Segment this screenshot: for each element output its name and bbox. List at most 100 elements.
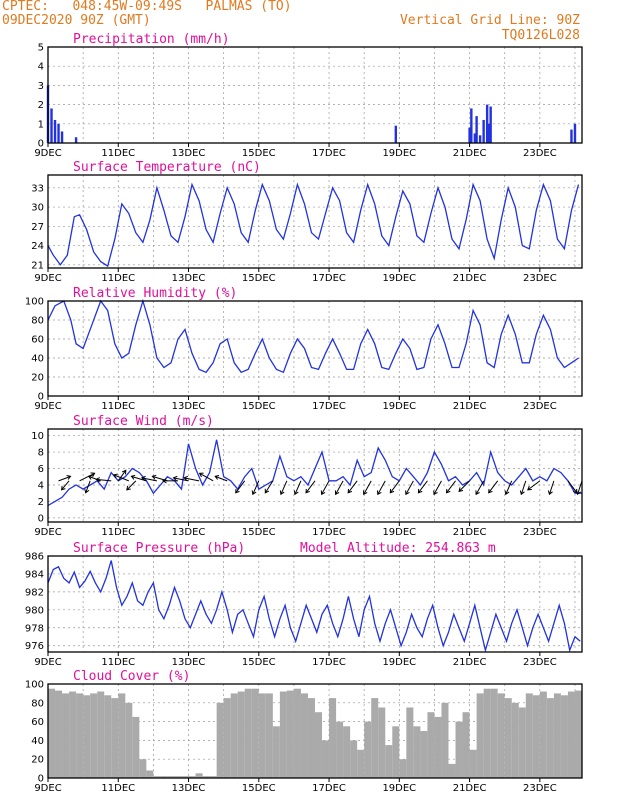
wind-vector-head (377, 490, 382, 496)
header-model-id: TQ0126L028 (501, 28, 580, 43)
x-tick-label: 17DEC (312, 783, 346, 794)
bar (574, 690, 582, 778)
panel-title: Relative Humidity (%) (73, 286, 237, 301)
wind-vector-head (527, 485, 532, 491)
bar (394, 125, 398, 143)
y-tick-label: 978 (25, 623, 44, 634)
x-tick-label: 21DEC (453, 148, 487, 159)
bar (209, 776, 217, 778)
x-tick-label: 17DEC (312, 273, 346, 284)
header-station: CPTEC: 048:45W-09:49S PALMAS (TO) (2, 0, 292, 14)
y-tick-label: 0 (38, 513, 44, 524)
x-tick-label: 23DEC (523, 401, 557, 412)
wind-vector-head (126, 485, 131, 491)
wind-vector-head (264, 488, 270, 494)
x-tick-label: 11DEC (101, 401, 135, 412)
wind-vector-head (214, 475, 220, 480)
wind-vector-head (293, 490, 299, 496)
bar (489, 106, 492, 143)
panel-title: Cloud Cover (%) (73, 669, 190, 684)
y-tick-label: 80 (31, 316, 44, 327)
x-tick-label: 11DEC (101, 148, 135, 159)
wind-vector-head (66, 475, 72, 480)
bar (553, 693, 561, 778)
wind-vector-head (90, 472, 96, 478)
bar (490, 688, 498, 778)
panel-title: Surface Pressure (hPa) (73, 541, 245, 556)
y-tick-label: 27 (31, 222, 44, 233)
y-tick-label: 5 (38, 43, 44, 54)
wind-vector (520, 480, 527, 495)
bar (69, 691, 77, 778)
wind-vector-head (405, 490, 410, 496)
y-tick-label: 0 (38, 392, 44, 403)
wind-vector-head (417, 488, 423, 494)
bar (476, 693, 484, 778)
bar (399, 759, 407, 778)
bar (475, 116, 478, 143)
bar (322, 740, 330, 778)
bar (90, 693, 98, 778)
x-tick-label: 11DEC (101, 657, 135, 668)
wind-vector-head (504, 490, 510, 496)
x-tick-label: 17DEC (312, 148, 346, 159)
bar (427, 712, 435, 778)
x-tick-label: 19DEC (382, 783, 416, 794)
wind-vector-head (320, 490, 326, 496)
panel-frame (47, 174, 583, 269)
x-tick-label: 23DEC (523, 527, 557, 538)
wind-vector (363, 480, 372, 495)
bar (385, 745, 393, 778)
x-tick-label: 17DEC (312, 401, 346, 412)
x-tick-label: 19DEC (382, 657, 416, 668)
wind-vector (252, 480, 260, 495)
wind-vector (117, 470, 127, 482)
wind-vector-head (433, 490, 438, 496)
x-tick-label: 9DEC (34, 527, 61, 538)
bar (174, 776, 182, 778)
wind-vector (305, 480, 316, 494)
bar (188, 776, 196, 778)
bar (293, 688, 301, 778)
x-tick-label: 19DEC (382, 273, 416, 284)
y-tick-label: 6 (38, 464, 44, 475)
wind-vector (488, 480, 499, 494)
x-tick-label: 11DEC (101, 783, 135, 794)
bar (315, 712, 323, 778)
wind-vector-head (95, 477, 101, 483)
bar (83, 695, 91, 778)
y-tick-label: 976 (25, 641, 44, 652)
bar (195, 773, 203, 778)
wind-vector-head (363, 490, 368, 496)
wind-vector (58, 475, 71, 482)
x-tick-label: 13DEC (172, 148, 206, 159)
panel-press: 976 978 980 982 984 986 9DEC 11DEC 13DEC 15DEC 17D… (25, 541, 583, 668)
wind-vector-head (172, 475, 178, 481)
x-tick-label: 17DEC (312, 527, 346, 538)
x-tick-label: 15DEC (242, 657, 276, 668)
panel-temp: 21 24 27 30 33 9DEC 11DEC 13DEC 15DEC 17DEC 19DEC 2… (31, 160, 583, 284)
bar (111, 698, 119, 778)
x-tick-label: 15DEC (242, 783, 276, 794)
wind-vector (446, 480, 456, 494)
bar (518, 707, 526, 778)
bar (371, 698, 379, 778)
wind-vector (335, 480, 344, 495)
series-line (47, 560, 581, 653)
x-tick-label: 9DEC (34, 273, 61, 284)
bar (237, 691, 245, 778)
wind-vector-head (87, 475, 93, 480)
x-tick-label: 13DEC (172, 657, 206, 668)
wind-vector-head (251, 490, 257, 496)
y-tick-label: 2 (38, 497, 44, 508)
bar (532, 695, 540, 778)
bar (487, 123, 491, 143)
wind-vector (88, 475, 101, 482)
bar (470, 108, 473, 143)
bar (216, 702, 224, 778)
bar (462, 712, 470, 778)
panel-frame (47, 46, 583, 144)
x-tick-label: 19DEC (382, 148, 416, 159)
wind-vector (199, 472, 214, 482)
series-line (47, 439, 582, 507)
